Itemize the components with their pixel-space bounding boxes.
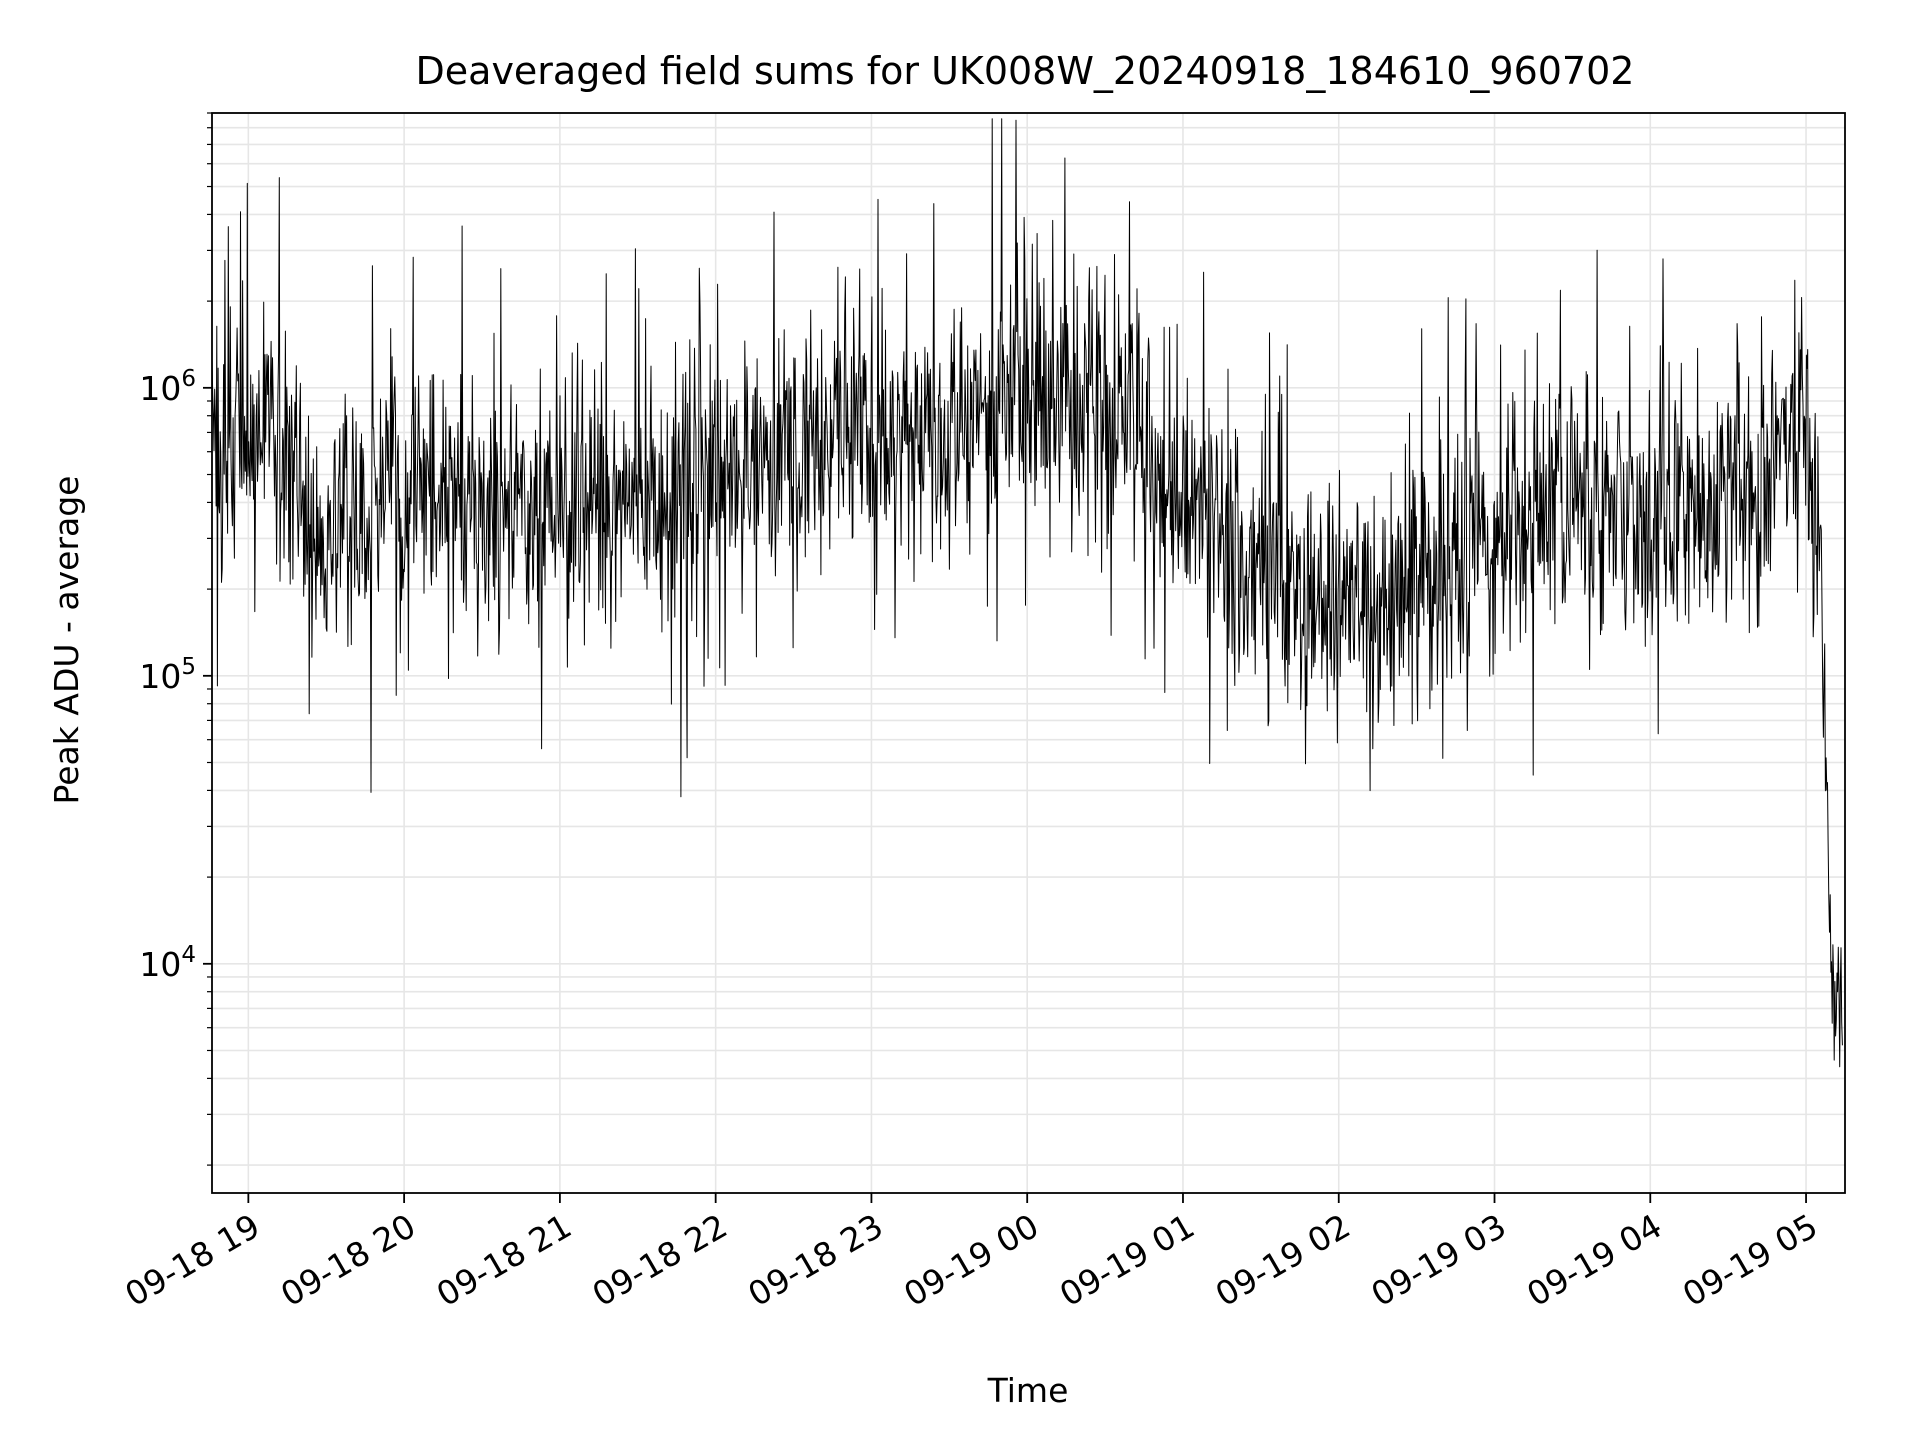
x-axis-label: Time (987, 1371, 1069, 1410)
y-tick-label: 105 (139, 654, 196, 696)
series-layer (211, 118, 1843, 1068)
y-tick-label: 106 (139, 366, 196, 408)
plot-area-frame (211, 112, 1846, 1194)
y-axis-label: Peak ADU - average (47, 476, 86, 805)
y-axis: 104 105 106 (139, 112, 212, 1166)
y-tick-label: 104 (139, 942, 196, 984)
chart-title: Deaveraged field sums for UK008W_2024091… (416, 49, 1635, 93)
series-line (211, 118, 1843, 1068)
